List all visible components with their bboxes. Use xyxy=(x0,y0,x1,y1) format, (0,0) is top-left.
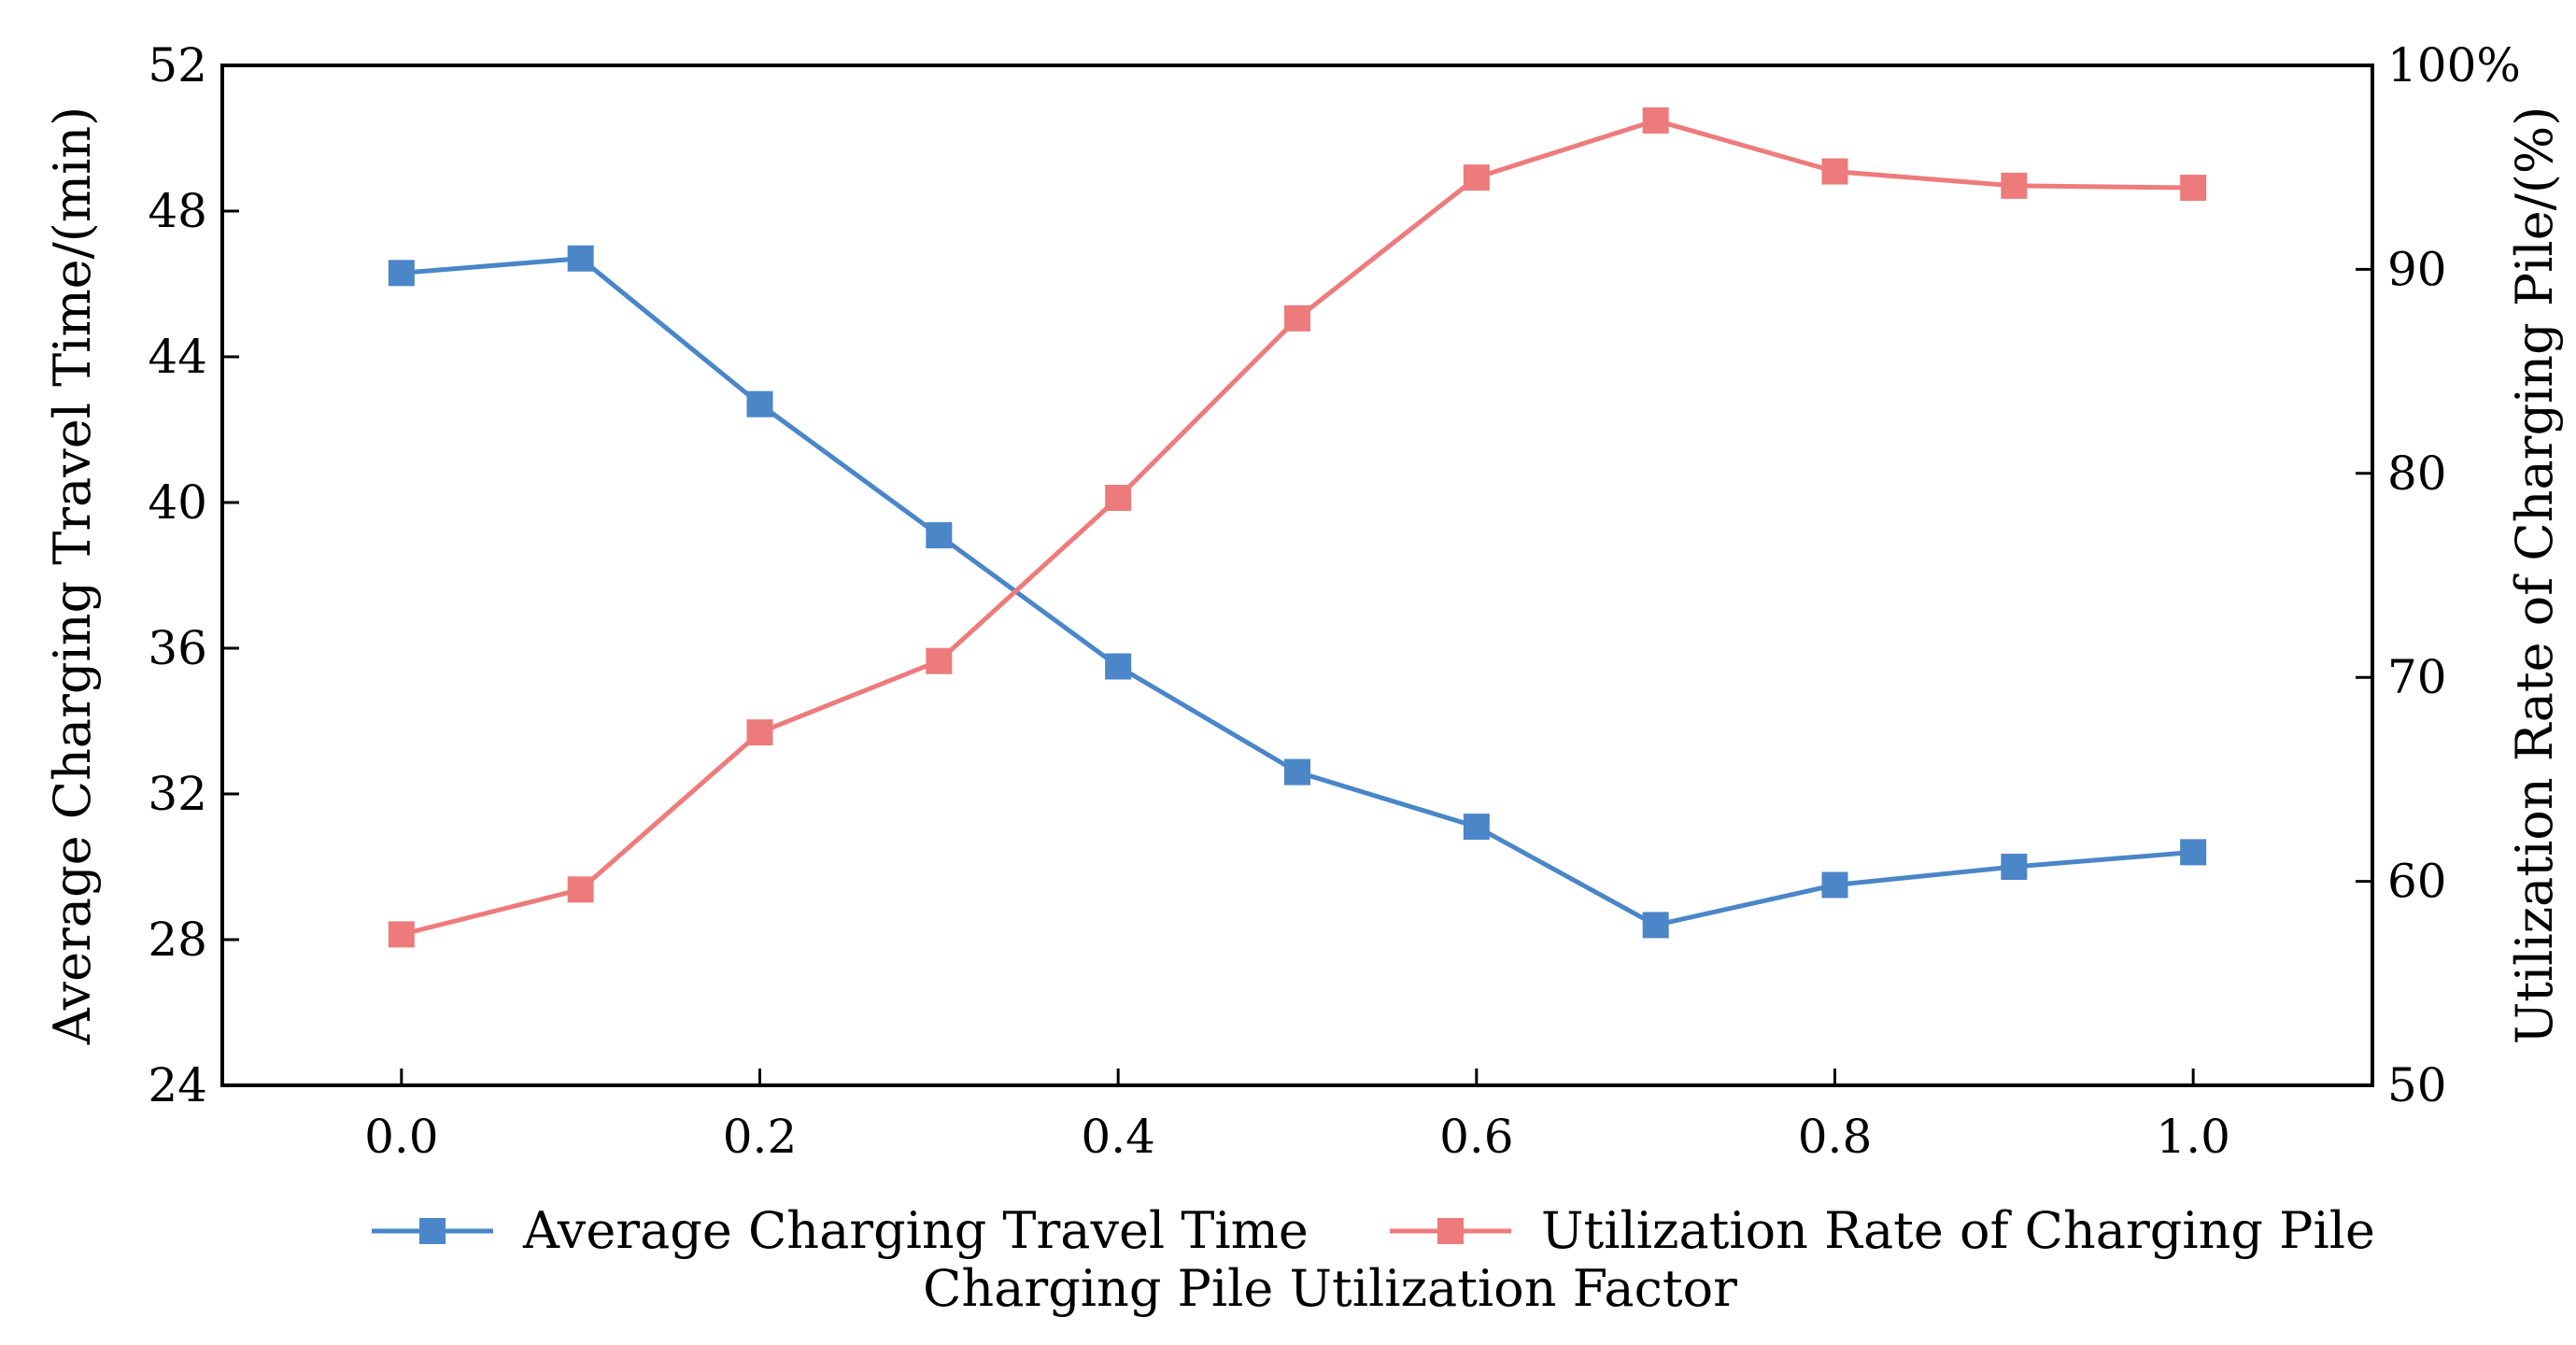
series-layer xyxy=(388,106,2207,948)
y-left-tick-label: 32 xyxy=(148,767,207,821)
legend-marker-travel-time xyxy=(419,1218,446,1244)
legend: Average Charging Travel Time Utilization… xyxy=(372,1201,2375,1260)
data-point-travel-time xyxy=(926,522,953,549)
y-left-tick-label: 24 xyxy=(148,1058,207,1112)
data-point-travel-time xyxy=(746,390,773,418)
y-left-tick-label: 48 xyxy=(148,184,207,238)
data-point-travel-time xyxy=(567,245,594,272)
y-left-tick-label: 28 xyxy=(148,913,207,967)
ticks-layer: 0.0 0.2 0.4 0.6 0.8 1.0 24 28 32 36 40 44 48 52 50 60 70… xyxy=(148,38,2521,1164)
data-point-utilization xyxy=(1642,106,1669,134)
data-point-utilization xyxy=(1463,164,1490,191)
legend-label-travel-time: Average Charging Travel Time xyxy=(522,1201,1309,1260)
y-right-tick-label: 90 xyxy=(2387,242,2447,296)
data-point-utilization xyxy=(1821,158,1848,185)
legend-label-utilization: Utilization Rate of Charging Pile xyxy=(1541,1201,2375,1260)
x-tick-label: 0.4 xyxy=(1081,1110,1155,1164)
y-left-tick-label: 36 xyxy=(148,621,207,675)
data-point-utilization xyxy=(388,921,415,948)
x-tick-label: 0.0 xyxy=(364,1110,439,1164)
data-point-travel-time xyxy=(2180,839,2207,866)
data-point-utilization xyxy=(1105,485,1132,512)
y-right-tick-label: 60 xyxy=(2387,855,2447,909)
y-left-tick-label: 44 xyxy=(148,330,207,384)
data-point-utilization xyxy=(1284,304,1310,332)
y-left-tick-label: 52 xyxy=(148,38,207,92)
y-right-tick-label: 80 xyxy=(2387,446,2447,501)
y-right-tick-label: 70 xyxy=(2387,650,2447,704)
y-axis-left-label: Average Charging Travel Time/(min) xyxy=(43,106,102,1045)
data-point-travel-time xyxy=(1642,912,1669,939)
data-point-travel-time xyxy=(388,260,415,287)
y-right-tick-label: 50 xyxy=(2387,1058,2447,1112)
legend-marker-utilization xyxy=(1437,1218,1464,1244)
data-point-travel-time xyxy=(1821,871,1848,899)
data-point-travel-time xyxy=(1105,653,1132,680)
data-point-utilization xyxy=(926,647,953,674)
y-right-tick-label: 100% xyxy=(2387,38,2521,92)
data-point-utilization xyxy=(2001,172,2028,199)
data-point-travel-time xyxy=(2001,854,2028,880)
y-axis-right-label: Utilization Rate of Charging Pile/(%) xyxy=(2505,106,2564,1045)
data-point-utilization xyxy=(2180,175,2207,202)
data-point-travel-time xyxy=(1463,814,1490,841)
y-left-tick-label: 40 xyxy=(148,475,207,530)
x-tick-label: 0.6 xyxy=(1439,1110,1514,1164)
data-point-utilization xyxy=(746,719,773,746)
plot-frame xyxy=(220,64,2374,1087)
data-point-travel-time xyxy=(1284,758,1310,786)
x-tick-label: 0.8 xyxy=(1798,1110,1873,1164)
x-axis-label: Charging Pile Utilization Factor xyxy=(923,1259,1737,1318)
x-tick-label: 0.2 xyxy=(723,1110,798,1164)
data-point-utilization xyxy=(567,876,594,903)
x-tick-label: 1.0 xyxy=(2156,1110,2230,1164)
